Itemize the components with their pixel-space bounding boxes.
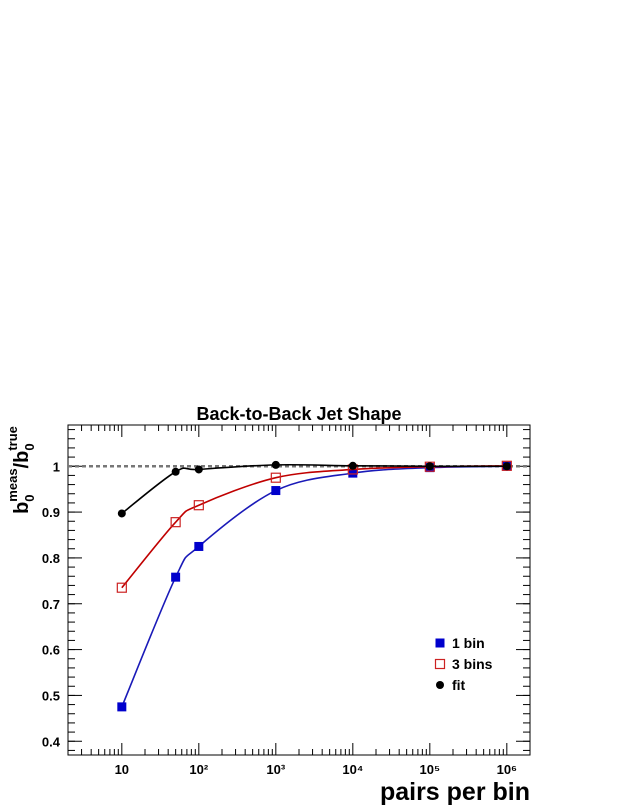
marker <box>434 658 446 670</box>
y-tick-label: 0.4 <box>42 734 61 749</box>
x-tick-label: 10⁵ <box>420 762 441 777</box>
marker <box>271 486 281 496</box>
marker <box>348 461 357 470</box>
marker <box>117 509 126 518</box>
y-axis-label-part: true <box>5 426 20 451</box>
marker <box>194 465 203 474</box>
x-tick-label: 10⁶ <box>497 762 517 777</box>
fit-curve <box>121 465 507 708</box>
marker <box>170 517 181 528</box>
legend-label: fit <box>452 677 466 693</box>
x-tick-label: 10² <box>189 762 208 777</box>
y-tick-label: 1 <box>53 459 60 474</box>
marker <box>270 472 281 483</box>
y-tick-label: 0.5 <box>42 688 60 703</box>
y-tick-label: 0.7 <box>42 597 60 612</box>
marker <box>171 467 180 476</box>
marker <box>171 572 181 582</box>
x-tick-label: 10⁴ <box>342 762 363 777</box>
x-tick-label: 10 <box>115 762 129 777</box>
marker <box>271 460 280 469</box>
marker <box>348 468 358 478</box>
x-tick-label: 10³ <box>266 762 285 777</box>
y-axis-label-part: 0 <box>22 443 37 450</box>
marker <box>194 541 204 551</box>
y-tick-label: 0.6 <box>42 643 60 658</box>
legend-label: 1 bin <box>452 635 485 651</box>
y-tick-label: 0.9 <box>42 505 60 520</box>
marker <box>116 582 127 593</box>
marker <box>117 702 127 712</box>
y-axis-label-part: /b <box>11 451 33 469</box>
marker <box>425 462 434 471</box>
marker <box>436 681 444 689</box>
y-axis-label-part: b <box>11 502 33 514</box>
x-axis-label: pairs per bin <box>380 778 530 806</box>
y-axis-label-part: 0 <box>22 494 37 501</box>
chart-title: Back-to-Back Jet Shape <box>196 404 401 424</box>
marker <box>502 462 511 471</box>
y-axis-label-part: meas <box>5 468 20 501</box>
legend-label: 3 bins <box>452 656 493 672</box>
marker <box>193 500 204 511</box>
marker <box>435 638 445 648</box>
y-tick-label: 0.8 <box>42 551 60 566</box>
